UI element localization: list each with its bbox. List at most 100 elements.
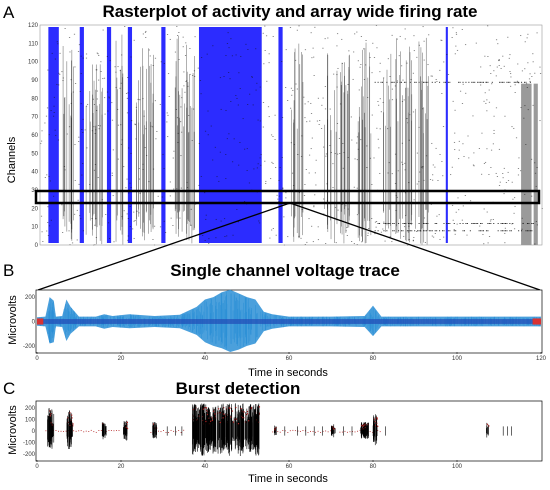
raster-spike-dot [379,128,381,130]
raster-spike-dot [270,134,273,136]
raster-spike-dot [457,197,459,199]
raster-channel-row [502,81,504,83]
raster-spike-dot [271,161,273,163]
raster-spike-dot [420,166,423,168]
raster-spike-dot [454,132,456,134]
raster-spike-dot [401,161,403,163]
burst-marker [211,417,213,419]
raster-spike-dot [313,56,315,58]
raster-channel-row [434,223,436,224]
raster-spike-dot [536,167,538,168]
raster-spike-dot [173,188,175,190]
raster-spike-dot [194,36,196,38]
raster-spike-dot [443,236,445,238]
raster-spike-dot [272,163,274,164]
raster-spike-dot [123,166,125,168]
raster-spike-dot [402,79,404,81]
raster-spike-dot [472,164,475,166]
raster-spike-dot [144,147,146,149]
burst-trail-dot [90,429,92,431]
raster-spike-dot [342,143,344,144]
raster-spike-dot [509,54,511,56]
raster-channel-row [518,81,520,83]
raster-spike-dot [143,115,145,117]
raster-spike-dot [191,140,193,141]
raster-spike-dot [360,36,363,37]
raster-spike-dot [133,211,135,213]
raster-spike-dot [172,157,174,159]
raster-spike-dot [366,145,368,147]
raster-spike-dot [324,38,326,40]
raster-spike-dot [200,93,202,95]
burst-marker [235,406,237,409]
raster-channel-row [525,230,527,232]
raster-spike-dot [145,37,147,38]
raster-spike-dot [496,176,499,177]
burst-trail-dot [272,431,274,433]
raster-channel-row [472,223,474,224]
raster-spike-dot [431,235,433,237]
raster-spike-dot [534,162,536,164]
raster-spike-dot [438,214,440,216]
raster-spike-dot [98,79,100,81]
burst-trail-dot [113,430,115,432]
raster-channel-row [434,230,436,232]
raster-spike-dot [133,39,135,41]
raster-spike-dot [524,193,526,195]
raster-channel-row [455,230,457,232]
raster-spike-dot [300,237,302,239]
burst-trail-dot [160,431,162,433]
raster-spike-dot [527,62,529,64]
raster-spike-dot [235,54,237,56]
burst-trail-dot [180,432,182,433]
raster-spike-dot [235,95,237,96]
raster-spike-dot [356,159,358,161]
raster-spike-dot [178,32,180,33]
burst-trail-dot [63,431,65,432]
raster-spike-dot [531,76,533,77]
raster-spike-dot [311,137,313,139]
raster-spike-dot [363,48,365,50]
raster-spike-dot [326,183,328,185]
burst-title: Burst detection [176,379,301,398]
raster-spike-dot [330,152,332,153]
raster-spike-dot [53,112,55,113]
raster-spike-dot [220,108,222,110]
burst-marker [250,406,252,409]
raster-channel-row [471,81,473,83]
burst-marker [374,420,376,423]
raster-spike-dot [498,59,500,60]
raster-spike-dot [359,66,361,68]
raster-spike-dot [227,32,229,34]
highlight-channel-box [34,189,541,205]
raster-channel-row [499,81,501,83]
raster-spike-dot [451,166,453,168]
raster-spike-dot [480,173,483,175]
raster-spike-dot [276,194,278,196]
raster-spike-dot [179,217,181,219]
raster-spike-dot [77,199,79,201]
raster-spike-dot [247,104,249,105]
raster-spike-dot [199,80,202,81]
raster-spike-dot [412,111,415,113]
raster-spike-dot [479,225,481,227]
raster-spike-dot [503,167,505,169]
raster-spike-dot [253,168,255,170]
raster-spike-dot [274,139,276,140]
raster-spike-dot [534,172,537,174]
raster-spike-dot [326,200,328,202]
raster-channel-row [507,81,509,83]
raster-spike-dot [495,107,498,109]
raster-spike-dot [264,25,266,27]
raster-spike-dot [136,210,138,212]
burst-marker [204,407,206,409]
raster-spike-dot [112,149,114,151]
raster-spike-dot [505,182,508,183]
raster-channel-row [428,230,430,232]
raster-spike-dot [405,215,407,217]
raster-spike-dot [278,179,280,181]
burst-trail-dot [352,431,353,433]
raster-channel-row [406,230,408,232]
raster-spike-dot [464,44,467,46]
raster-spike-dot [148,181,150,183]
